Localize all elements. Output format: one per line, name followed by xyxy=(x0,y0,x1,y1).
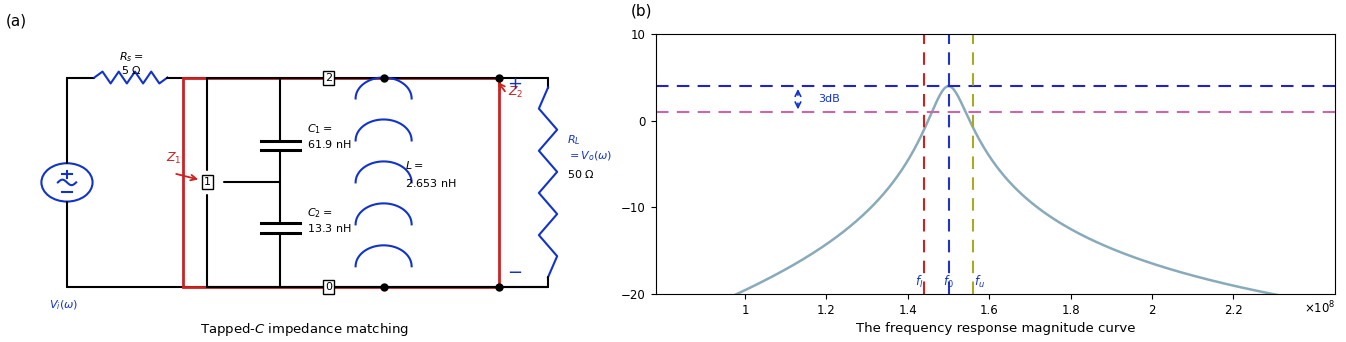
Text: $50\ \Omega$: $50\ \Omega$ xyxy=(568,168,595,180)
Text: (a): (a) xyxy=(7,14,27,29)
Text: Tapped-$C$ impedance matching: Tapped-$C$ impedance matching xyxy=(201,321,409,339)
X-axis label: The frequency response magnitude curve: The frequency response magnitude curve xyxy=(856,323,1135,336)
Text: 3dB: 3dB xyxy=(818,94,840,104)
Text: $f_0$: $f_0$ xyxy=(944,274,954,290)
Text: $= V_o(\omega)$: $= V_o(\omega)$ xyxy=(568,150,612,163)
Text: $-$: $-$ xyxy=(507,262,522,280)
Text: $L =$: $L =$ xyxy=(405,159,424,171)
Text: $Z_1$: $Z_1$ xyxy=(166,151,182,166)
Text: $C_2 =$: $C_2 =$ xyxy=(307,207,332,220)
Text: $2.653\ \mathrm{nH}$: $2.653\ \mathrm{nH}$ xyxy=(405,177,456,189)
Text: $f_l$: $f_l$ xyxy=(914,274,923,290)
Text: $+$: $+$ xyxy=(507,75,522,93)
Text: $Z_2$: $Z_2$ xyxy=(509,85,524,100)
Text: $R_L$: $R_L$ xyxy=(568,134,581,147)
Text: $61.9\ \mathrm{nH}$: $61.9\ \mathrm{nH}$ xyxy=(307,138,353,150)
Text: $f_u$: $f_u$ xyxy=(975,274,985,290)
Text: $\times 10^8$: $\times 10^8$ xyxy=(1304,299,1335,316)
Text: $V_i(\omega)$: $V_i(\omega)$ xyxy=(50,298,78,312)
Text: $R_s =$: $R_s =$ xyxy=(118,50,143,64)
Text: $5\ \Omega$: $5\ \Omega$ xyxy=(121,64,141,76)
Text: $C_1 =$: $C_1 =$ xyxy=(307,122,332,136)
Text: (b): (b) xyxy=(631,4,651,18)
Text: 1: 1 xyxy=(203,177,210,187)
Bar xyxy=(183,78,499,287)
Text: $13.3\ \mathrm{nH}$: $13.3\ \mathrm{nH}$ xyxy=(307,222,353,234)
Text: 2: 2 xyxy=(326,73,332,82)
Text: 0: 0 xyxy=(326,282,332,292)
